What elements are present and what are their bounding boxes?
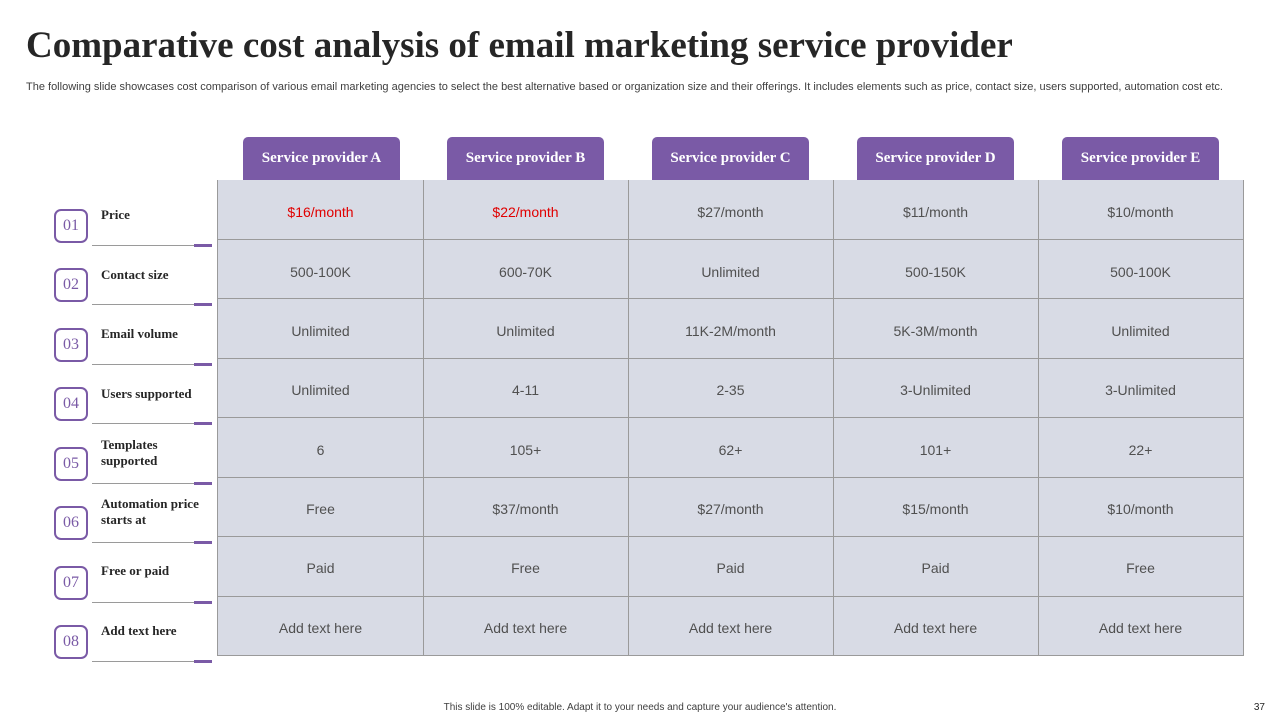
table-cell: 4-11 [512, 382, 539, 398]
row-label-text: Users supported [101, 386, 192, 401]
table-cell: $22/month [492, 204, 559, 220]
row-accent-bar [194, 303, 212, 306]
table-cell: Unlimited [701, 264, 760, 280]
table-cell: 5K-3M/month [893, 323, 978, 339]
table-cell: 2-35 [716, 382, 745, 398]
footer-note: This slide is 100% editable. Adapt it to… [443, 702, 837, 713]
provider-header-b: Service provider B [447, 137, 604, 180]
table-cell: $10/month [1107, 501, 1174, 517]
row-label-text: Email volume [101, 326, 178, 341]
row-label-templates-supported: 05 Templates supported [54, 424, 212, 485]
table-cell: 105+ [509, 442, 542, 458]
row-label-text: Templates supported [101, 437, 158, 468]
table-cell: 3-Unlimited [1105, 382, 1176, 398]
table-cell: Add text here [688, 620, 773, 636]
table-cell: $16/month [287, 204, 354, 220]
table-cell: 6 [316, 442, 325, 458]
table-cell: 101+ [919, 442, 952, 458]
provider-header-c: Service provider C [652, 137, 809, 180]
row-underline [92, 364, 212, 365]
row-divider [218, 536, 1243, 537]
row-number-badge: 02 [54, 268, 88, 302]
row-divider [218, 239, 1243, 240]
row-underline [92, 542, 212, 543]
row-label-add-text: 08 Add text here [54, 602, 212, 663]
row-label-price: 01 Price [54, 186, 212, 247]
table-cell: Paid [306, 560, 335, 576]
row-accent-bar [194, 244, 212, 247]
row-number-badge: 07 [54, 566, 88, 600]
table-cell: 22+ [1128, 442, 1153, 458]
page-title: Comparative cost analysis of email marke… [26, 25, 1013, 66]
row-label-text: Free or paid [101, 563, 170, 578]
row-number-badge: 01 [54, 209, 88, 243]
table-cell: Add text here [893, 620, 978, 636]
row-underline [92, 304, 212, 305]
row-accent-bar [194, 660, 212, 663]
row-underline [92, 483, 212, 484]
table-cell: Unlimited [496, 323, 555, 339]
table-cell: Free [511, 560, 540, 576]
table-cell: $11/month [902, 204, 969, 220]
provider-header-e: Service provider E [1062, 137, 1219, 180]
table-cell: Unlimited [291, 323, 350, 339]
table-cell: $10/month [1107, 204, 1174, 220]
table-cell: Unlimited [1111, 323, 1170, 339]
row-underline [92, 245, 212, 246]
table-cell: 500-100K [290, 264, 351, 280]
table-cell: Unlimited [291, 382, 350, 398]
row-divider [218, 477, 1243, 478]
row-accent-bar [194, 422, 212, 425]
table-cell: 3-Unlimited [900, 382, 971, 398]
row-underline [92, 661, 212, 662]
page-number: 37 [1253, 702, 1265, 713]
table-cell: $27/month [697, 501, 764, 517]
comparison-table [217, 180, 1244, 656]
row-number-badge: 03 [54, 328, 88, 362]
row-divider [218, 298, 1243, 299]
table-cell: Add text here [1098, 620, 1183, 636]
row-underline [92, 423, 212, 424]
row-label-users-supported: 04 Users supported [54, 364, 212, 425]
row-label-text: Price [101, 207, 130, 222]
row-label-text: Add text here [101, 623, 177, 638]
row-accent-bar [194, 482, 212, 485]
table-cell: Add text here [483, 620, 568, 636]
table-cell: 500-150K [905, 264, 966, 280]
table-cell: Add text here [278, 620, 363, 636]
table-cell: $37/month [492, 501, 559, 517]
table-cell: Free [1126, 560, 1155, 576]
row-accent-bar [194, 363, 212, 366]
table-cell: Paid [921, 560, 950, 576]
table-cell: Paid [716, 560, 745, 576]
row-label-automation-price: 06 Automation price starts at [54, 483, 212, 544]
row-accent-bar [194, 601, 212, 604]
row-label-text: Automation price starts at [101, 496, 199, 527]
row-underline [92, 602, 212, 603]
table-cell: Free [306, 501, 335, 517]
row-number-badge: 08 [54, 625, 88, 659]
row-label-contact-size: 02 Contact size [54, 245, 212, 306]
row-number-badge: 06 [54, 506, 88, 540]
table-cell: 500-100K [1110, 264, 1171, 280]
row-divider [218, 596, 1243, 597]
table-cell: 600-70K [499, 264, 552, 280]
row-number-badge: 05 [54, 447, 88, 481]
row-label-email-volume: 03 Email volume [54, 305, 212, 366]
table-cell: 62+ [718, 442, 743, 458]
slide-description: The following slide showcases cost compa… [26, 81, 1223, 93]
row-number-badge: 04 [54, 387, 88, 421]
table-cell: $27/month [697, 204, 764, 220]
row-accent-bar [194, 541, 212, 544]
provider-header-a: Service provider A [243, 137, 400, 180]
row-label-free-or-paid: 07 Free or paid [54, 543, 212, 604]
row-label-text: Contact size [101, 267, 169, 282]
table-cell: 11K-2M/month [685, 323, 776, 339]
table-cell: $15/month [902, 501, 969, 517]
row-divider [218, 358, 1243, 359]
provider-header-d: Service provider D [857, 137, 1014, 180]
row-divider [218, 417, 1243, 418]
